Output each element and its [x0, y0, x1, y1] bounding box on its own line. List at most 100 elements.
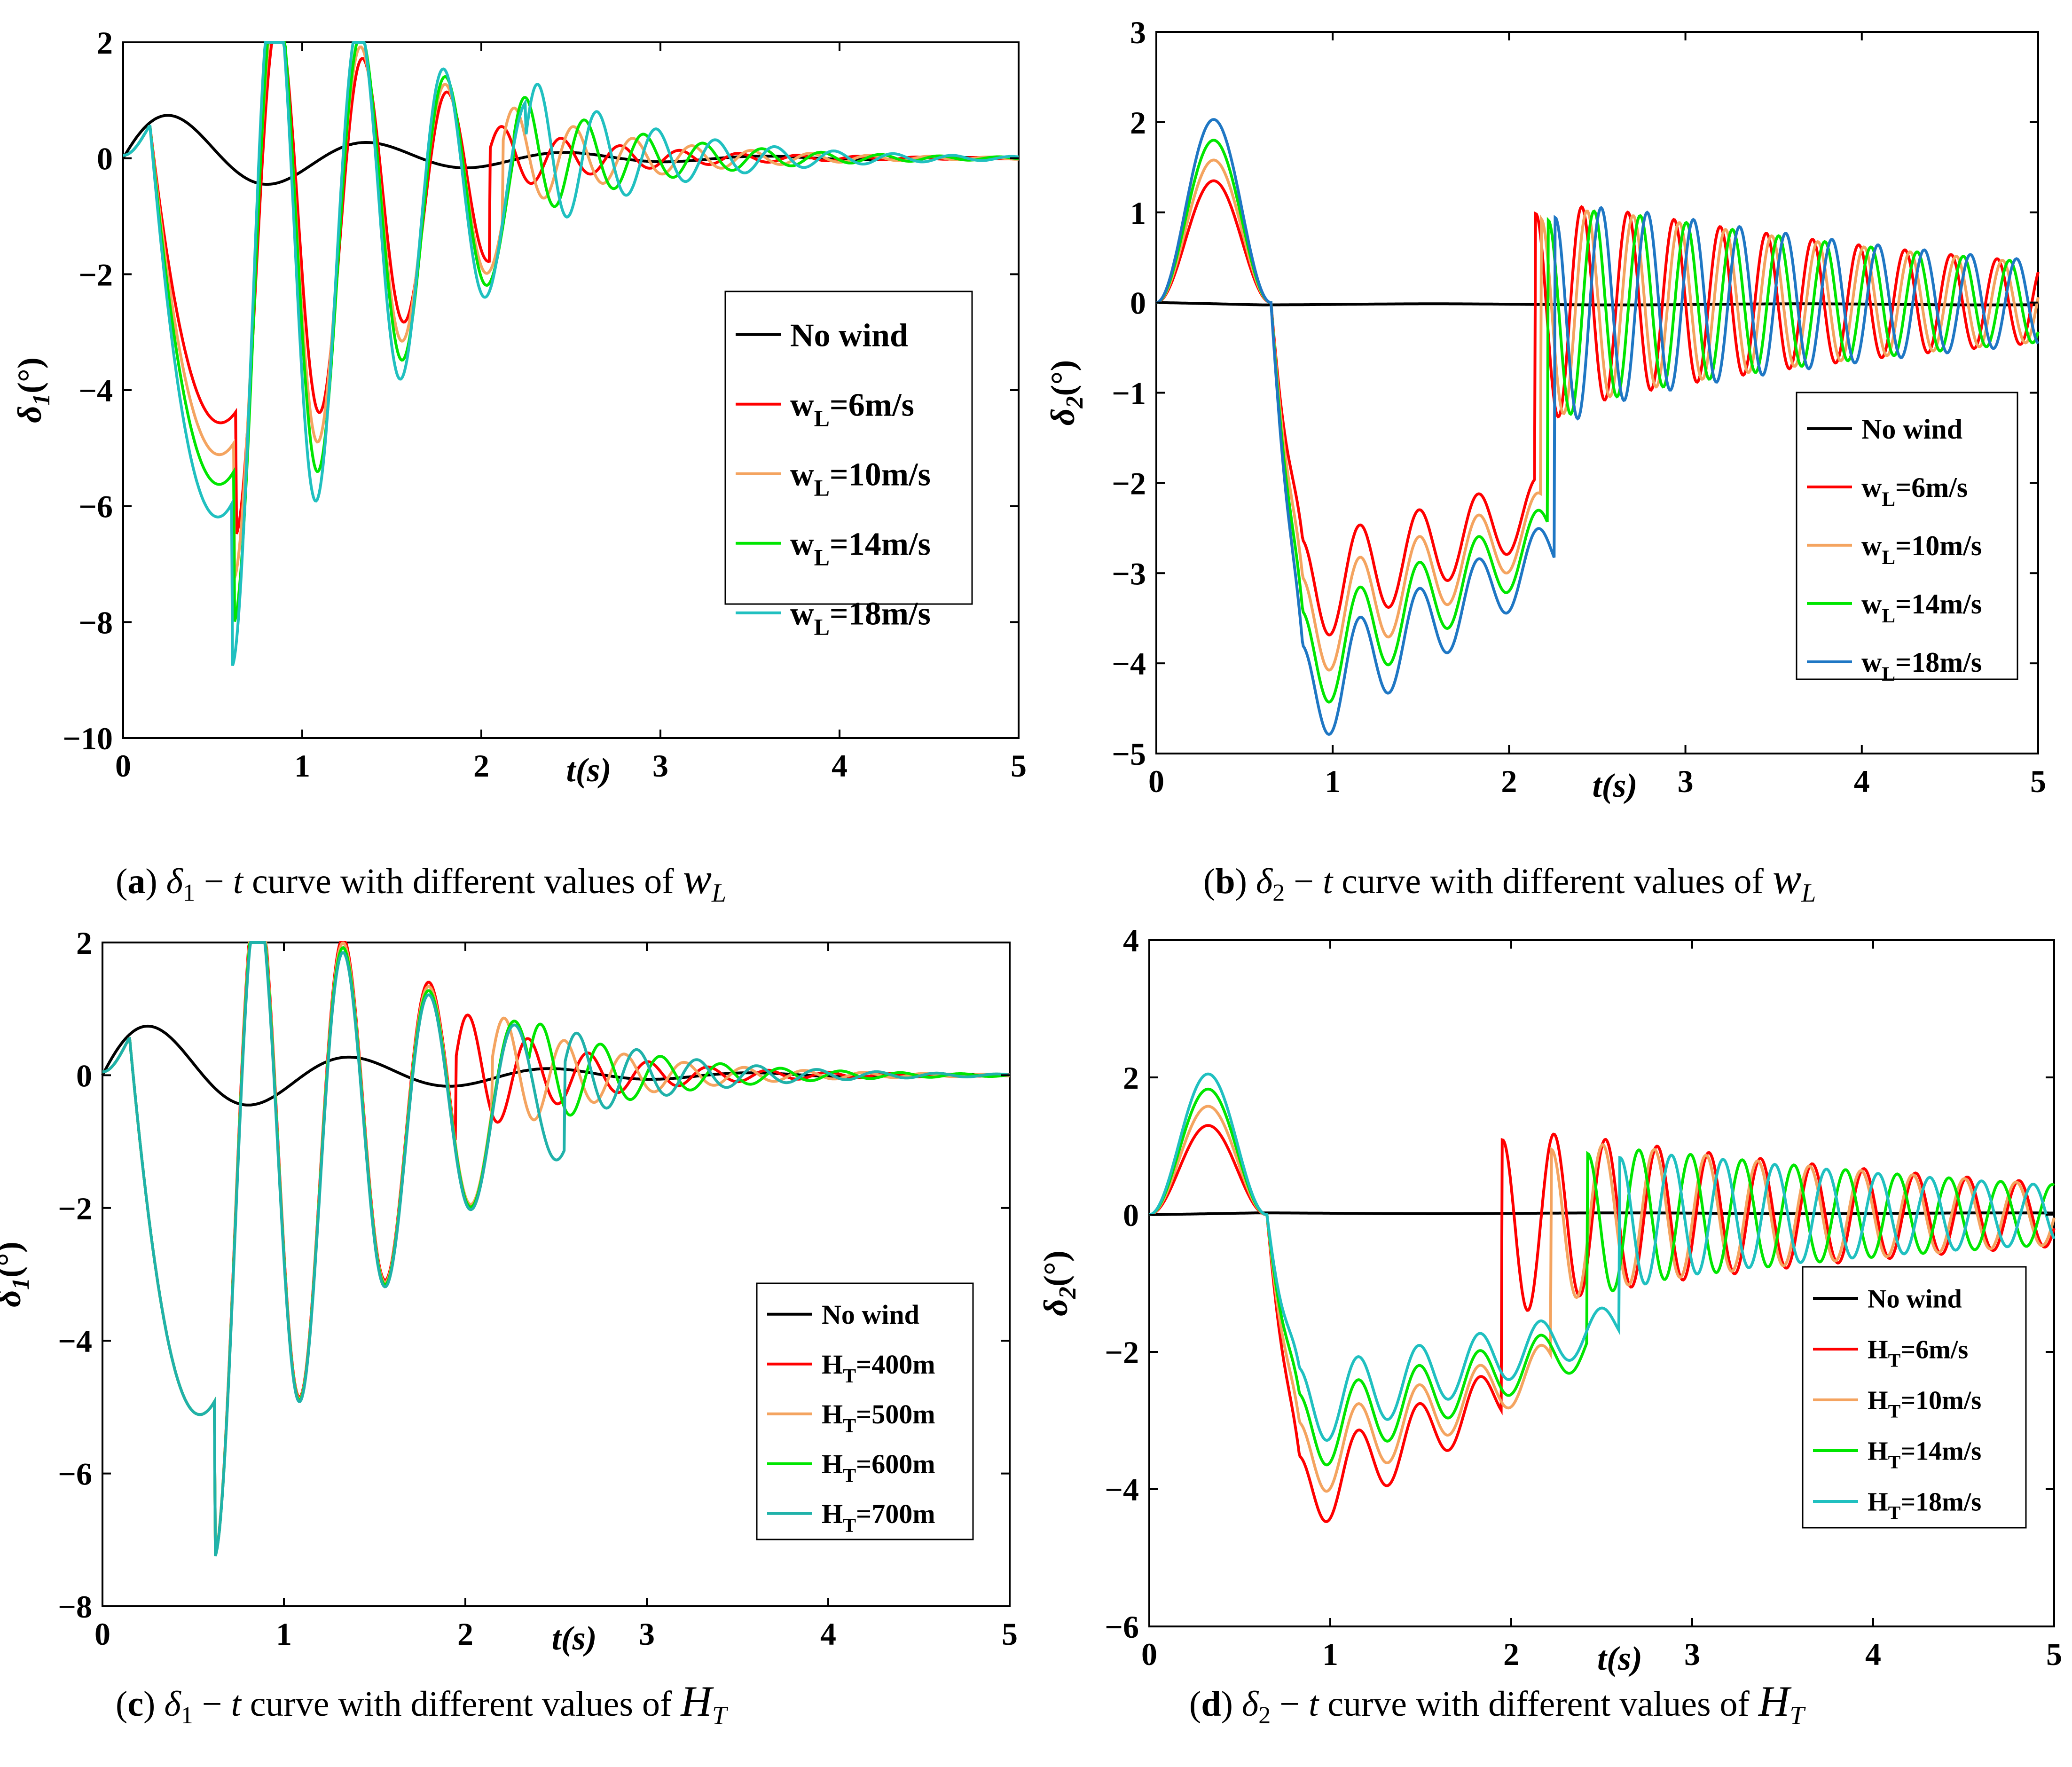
legend: No wind wL=6m/s wL=10m/s wL=14m/s wL=18m/s [724, 291, 973, 640]
x-tick-label: 3 [639, 1616, 655, 1652]
y-tick-label: −2 [1112, 465, 1146, 501]
chart-b: 0 1 2 3 4 5 −5 −4 −3 −2 −1 0 1 2 3 t(s) δ2(°) No wind wL=6… [1044, 15, 2046, 908]
x-axis-label: t(s) [566, 751, 612, 789]
legend-entry: No wind [1868, 1285, 1962, 1314]
x-tick-label: 5 [2030, 763, 2046, 799]
legend-entry: HT=10m/s [1868, 1386, 1981, 1422]
legend-entry: No wind [790, 317, 908, 353]
x-tick-label: 1 [294, 748, 310, 784]
y-tick-label: −10 [63, 721, 113, 756]
x-tick-label: 2 [473, 748, 489, 784]
legend-box [724, 291, 973, 605]
legend-entry: wL=6m/s [1861, 472, 1968, 510]
legend-entry: HT=6m/s [1868, 1335, 1968, 1371]
series-line-4 [123, 41, 1019, 666]
series-line-4 [1149, 1072, 2056, 1442]
y-tick-label: −4 [1105, 1472, 1139, 1508]
y-tick-label: −1 [1112, 376, 1146, 411]
x-tick-label: 5 [1011, 748, 1027, 784]
x-axis-label: t(s) [1593, 767, 1638, 804]
legend: No wind HT=6m/s HT=10m/s HT=14m/s HT=18m/s [1802, 1266, 2027, 1529]
y-tick-label: −5 [1112, 736, 1146, 772]
y-tick-label: −4 [58, 1323, 92, 1359]
legend-entry: wL=14m/s [1861, 589, 1982, 627]
x-tick-label: 5 [1002, 1616, 1018, 1652]
legend-entry: No wind [822, 1299, 919, 1330]
legend-entry: No wind [1861, 414, 1962, 445]
legend: No wind wL=6m/s wL=10m/s wL=14m/s wL=18m/s [1796, 392, 2018, 685]
legend-box [1796, 392, 2018, 680]
x-tick-label: 0 [1141, 1636, 1157, 1672]
chart-c: 0 1 2 3 4 5 −8 −6 −4 −2 0 2 t(s) δ1(°) No wind HT=400m H… [0, 925, 1018, 1730]
series-line-2 [1149, 1105, 2056, 1493]
y-tick-label: 2 [97, 25, 113, 61]
x-tick-label: 1 [1322, 1636, 1338, 1672]
y-tick-label: 0 [1123, 1197, 1139, 1233]
series-line-4 [1156, 118, 2040, 736]
y-tick-label: −6 [78, 489, 113, 525]
x-tick-label: 3 [652, 748, 668, 784]
chart-d: 0 1 2 3 4 5 −6 −4 −2 0 2 4 t(s) δ2(°) No wind HT=6m/s HT… [1037, 923, 2062, 1730]
y-axis-label: δ1(°) [11, 357, 55, 423]
legend-entry: HT=700m [822, 1499, 935, 1537]
x-tick-label: 1 [1325, 763, 1341, 799]
x-tick-label: 2 [1501, 763, 1517, 799]
y-tick-label: 3 [1130, 15, 1146, 50]
x-tick-label: 4 [1854, 763, 1870, 799]
y-tick-label: −8 [78, 605, 113, 640]
x-tick-label: 4 [1865, 1636, 1881, 1672]
x-tick-label: 4 [820, 1616, 836, 1652]
y-tick-label: −6 [1105, 1609, 1139, 1645]
x-tick-label: 0 [115, 748, 131, 784]
x-tick-label: 0 [94, 1616, 110, 1652]
y-tick-label: 2 [1130, 105, 1146, 141]
legend-entry: HT=400m [822, 1349, 935, 1387]
x-axis-label: t(s) [552, 1619, 597, 1657]
legend: No wind HT=400m HT=500m HT=600m HT=700m [756, 1282, 974, 1540]
x-tick-label: 3 [1684, 1636, 1700, 1672]
y-tick-label: 2 [1123, 1060, 1139, 1096]
legend-entry: wL=18m/s [790, 596, 931, 640]
y-tick-label: −6 [58, 1456, 92, 1492]
y-tick-label: 0 [97, 141, 113, 177]
legend-box [1802, 1266, 2027, 1529]
x-tick-label: 1 [276, 1616, 292, 1652]
y-tick-label: −8 [58, 1589, 92, 1625]
legend-entry: HT=600m [822, 1449, 935, 1487]
legend-entry: HT=500m [822, 1399, 935, 1437]
x-tick-label: 5 [2046, 1636, 2062, 1672]
x-tick-label: 4 [832, 748, 848, 784]
legend-entry: wL=18m/s [1861, 647, 1982, 685]
panel-caption: (d) δ2 − t curve with different values o… [1189, 1677, 1806, 1730]
chart-a: 0 1 2 3 4 5 −10 −8 −6 −4 −2 0 2 t(s) δ1(°) No wind wL=6m… [11, 25, 1027, 908]
series-line-4 [102, 941, 1010, 1556]
y-tick-label: −3 [1112, 556, 1146, 591]
x-tick-label: 2 [457, 1616, 473, 1652]
y-tick-label: 2 [76, 925, 92, 961]
x-tick-label: 2 [1503, 1636, 1519, 1672]
y-tick-label: 1 [1130, 195, 1146, 231]
legend-entry: wL=10m/s [790, 456, 931, 501]
y-tick-label: −2 [58, 1191, 92, 1226]
y-tick-label: 4 [1123, 923, 1139, 958]
legend-entry: wL=10m/s [1861, 530, 1982, 569]
legend-entry: wL=6m/s [790, 387, 914, 431]
y-tick-label: 0 [76, 1058, 92, 1093]
legend-box [756, 1282, 974, 1540]
x-tick-label: 3 [1678, 763, 1694, 799]
panel-caption: (b) δ2 − t curve with different values o… [1203, 855, 1816, 908]
x-axis-label: t(s) [1597, 1640, 1642, 1677]
legend-entry: wL=14m/s [790, 526, 931, 570]
y-tick-label: −4 [1112, 646, 1146, 682]
y-axis-label: δ1(°) [0, 1241, 34, 1307]
legend-entry: HT=18m/s [1868, 1488, 1981, 1524]
y-tick-label: 0 [1130, 285, 1146, 321]
series-line-3 [1149, 1087, 2055, 1467]
panel-caption: (c) δ1 − t curve with different values o… [116, 1677, 729, 1730]
y-axis-label: δ2(°) [1044, 360, 1088, 426]
y-tick-label: −4 [78, 373, 113, 408]
y-tick-label: −2 [78, 257, 113, 292]
panel-caption: (a) δ1 − t curve with different values o… [116, 855, 726, 908]
legend-entry: HT=14m/s [1868, 1437, 1981, 1473]
